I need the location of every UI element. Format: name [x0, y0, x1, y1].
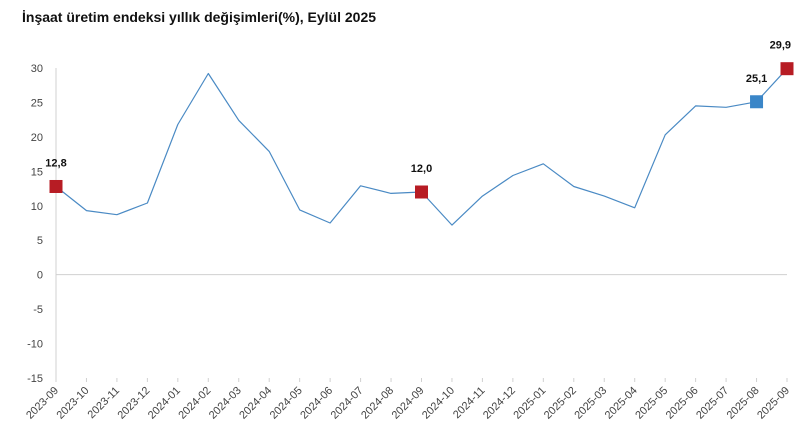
x-tick-label: 2023-10 — [55, 385, 92, 422]
y-tick-label: 10 — [31, 201, 43, 213]
axes — [55, 68, 787, 378]
x-tick-label: 2025-07 — [694, 385, 731, 422]
x-tick-label: 2023-09 — [24, 385, 61, 422]
y-tick-label: 0 — [37, 270, 43, 282]
highlight-marker — [49, 179, 63, 193]
x-tick-label: 2024-06 — [298, 385, 335, 422]
y-tick-label: 20 — [31, 132, 43, 144]
x-tick-label: 2025-08 — [725, 385, 762, 422]
chart-title: İnşaat üretim endeksi yıllık değişimleri… — [22, 9, 377, 25]
x-tick-label: 2024-12 — [481, 385, 518, 422]
data-label: 12,8 — [45, 157, 66, 169]
highlight-marker — [415, 185, 428, 199]
x-tick-label: 2025-01 — [511, 385, 548, 422]
data-labels: 12,8 12,0 25,1 29,9 — [45, 40, 791, 175]
series-line — [55, 68, 788, 226]
x-tick-label: 2025-04 — [603, 385, 640, 422]
x-tick-label: 2024-09 — [390, 385, 427, 422]
y-axis-ticks: 30 25 20 15 10 5 0 -5 -10 -15 — [27, 63, 43, 385]
x-tick-label: 2025-02 — [542, 385, 579, 422]
y-tick-label: -5 — [33, 304, 43, 316]
data-label: 25,1 — [746, 73, 767, 85]
highlight-marker — [780, 62, 794, 76]
x-tick-label: 2024-05 — [268, 385, 305, 422]
x-tick-label: 2024-01 — [146, 385, 183, 422]
y-tick-label: 15 — [31, 166, 43, 178]
x-tick-label: 2024-03 — [207, 385, 244, 422]
x-tick-label: 2025-05 — [633, 385, 670, 422]
highlight-marker — [750, 95, 764, 109]
highlight-markers — [49, 62, 794, 199]
x-tick-label: 2024-07 — [329, 385, 366, 422]
y-tick-label: -10 — [27, 339, 43, 351]
x-tick-label: 2024-08 — [359, 385, 396, 422]
y-tick-label: 30 — [31, 63, 43, 75]
x-tick-label: 2024-04 — [237, 385, 274, 422]
series-layer — [55, 68, 788, 226]
y-tick-label: 5 — [37, 235, 43, 247]
x-tick-label: 2025-03 — [572, 385, 609, 422]
data-label: 12,0 — [411, 163, 432, 175]
data-label: 29,9 — [770, 40, 791, 52]
x-tick-label: 2025-06 — [664, 385, 701, 422]
x-tick-label: 2024-10 — [420, 385, 457, 422]
y-tick-label: -15 — [27, 373, 43, 385]
x-axis-ticks: 2023-092023-102023-112023-122024-012024-… — [24, 378, 792, 422]
x-tick-label: 2025-09 — [755, 385, 792, 422]
y-tick-label: 25 — [31, 97, 43, 109]
x-tick-label: 2023-12 — [115, 385, 152, 422]
x-tick-label: 2024-02 — [176, 385, 213, 422]
